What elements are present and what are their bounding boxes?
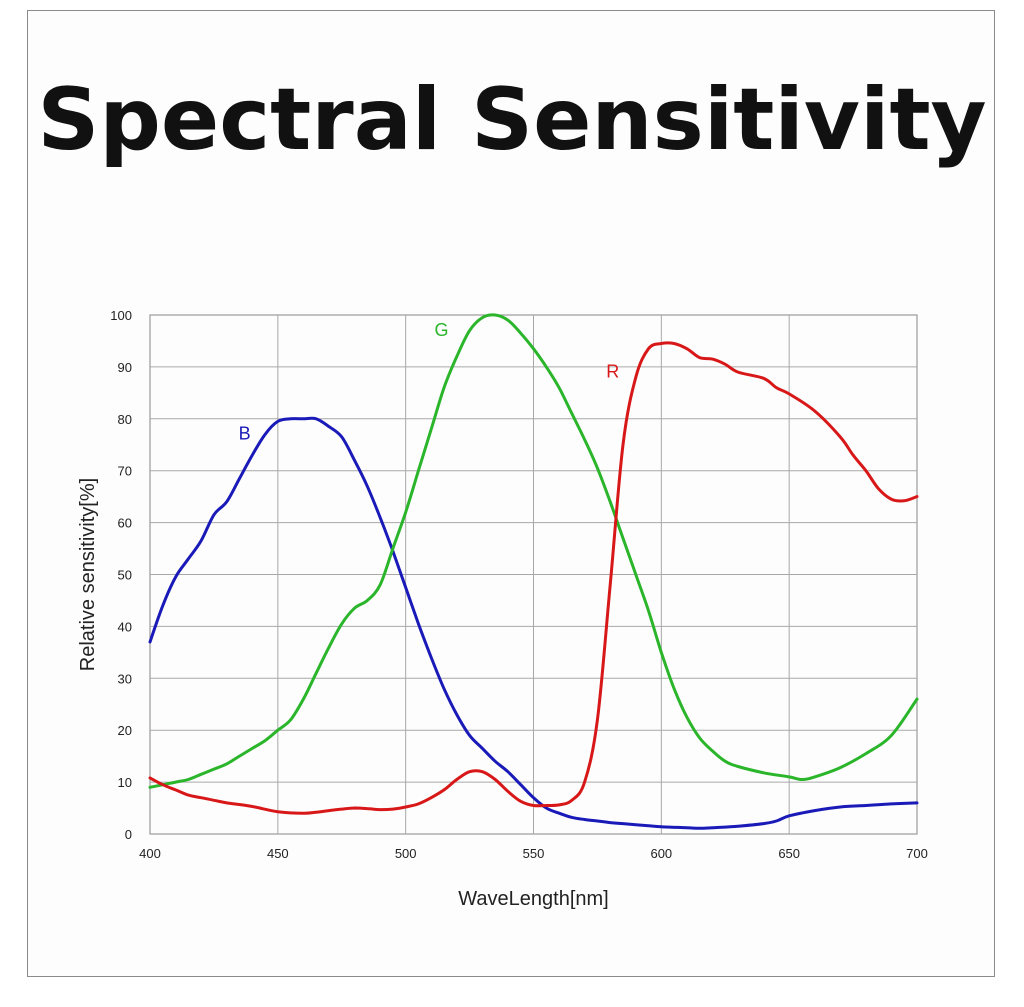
- y-tick-label: 30: [118, 671, 132, 686]
- y-axis-label: Relative sensitivity[%]: [77, 478, 99, 671]
- series-annotations: B G R: [239, 320, 620, 444]
- x-tick-label: 600: [650, 846, 672, 861]
- series-line-r: [148, 341, 919, 815]
- y-tick-label: 0: [125, 827, 132, 842]
- tick-labels: 0 10 20 30 40 50 60 70 80 90 100 400 450 500 550 600 650…: [110, 308, 928, 861]
- series-line-g: [148, 313, 919, 789]
- x-tick-label: 400: [139, 846, 161, 861]
- chart-title: Spectral Sensitivity: [37, 70, 987, 170]
- x-tick-label: 450: [267, 846, 289, 861]
- x-axis-label: WaveLength[nm]: [458, 888, 608, 910]
- y-tick-label: 40: [118, 619, 132, 634]
- x-tick-label: 550: [523, 846, 545, 861]
- y-tick-label: 70: [118, 464, 132, 479]
- x-tick-label: 650: [778, 846, 800, 861]
- y-tick-label: 100: [110, 308, 132, 323]
- y-tick-label: 50: [118, 568, 132, 583]
- y-tick-label: 80: [118, 412, 132, 427]
- grid: [149, 314, 918, 835]
- series-label-b: B: [239, 424, 251, 444]
- y-tick-label: 10: [118, 775, 132, 790]
- series-label-g: G: [434, 320, 448, 340]
- series-label-r: R: [606, 361, 619, 381]
- series-line-b: [148, 416, 919, 830]
- x-tick-label: 700: [906, 846, 928, 861]
- series-lines: [148, 313, 919, 830]
- figure-frame: [27, 10, 995, 977]
- y-tick-label: 20: [118, 723, 132, 738]
- y-tick-label: 90: [118, 360, 132, 375]
- x-tick-label: 500: [395, 846, 417, 861]
- y-tick-label: 60: [118, 516, 132, 531]
